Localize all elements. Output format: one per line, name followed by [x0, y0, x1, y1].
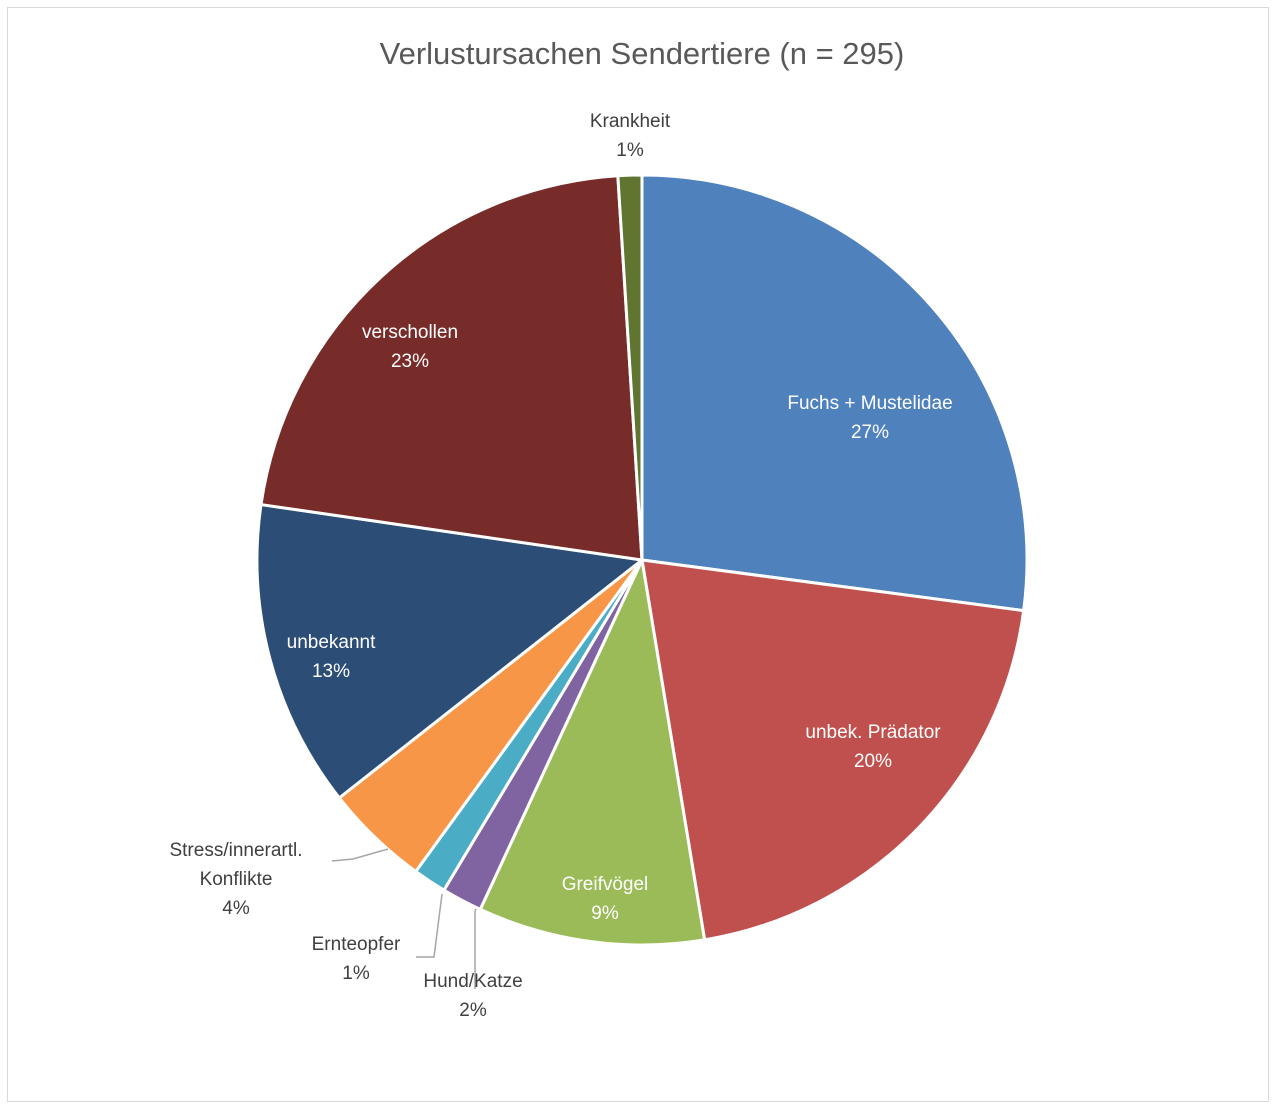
chart-title: Verlustursachen Sendertiere (n = 295)	[380, 36, 905, 71]
pie-chart: Verlustursachen Sendertiere (n = 295) Fu…	[169, 36, 1029, 1021]
pie-slice-2	[478, 558, 707, 947]
slice-label-8: Krankheit 1%	[590, 111, 671, 161]
leader-line-3	[474, 908, 477, 989]
pie-slice-6	[255, 503, 644, 800]
pie-slice-7	[259, 174, 644, 562]
leader-line-5	[331, 848, 389, 862]
pie-slice-0	[640, 173, 1029, 613]
slice-label-3: Hund/Katze 2%	[423, 971, 522, 1021]
slice-label-1: unbek. Prädator 20%	[805, 722, 941, 772]
pie-slice-8	[616, 173, 644, 562]
slice-label-7: verschollen 23%	[362, 322, 458, 372]
slice-label-2: Greifvögel 9%	[562, 874, 649, 924]
slice-label-0: Fuchs + Mustelidae 27%	[787, 393, 952, 443]
slice-label-4: Ernteopfer 1%	[312, 934, 401, 984]
chart-area: Verlustursachen Sendertiere (n = 295) Fu…	[7, 7, 1269, 1102]
pie-slice-1	[640, 558, 1026, 942]
slice-label-6: unbekannt 13%	[287, 632, 376, 682]
leader-line-4	[416, 893, 443, 958]
slice-label-5: Stress/innerartl. Konflikte 4%	[169, 840, 302, 919]
